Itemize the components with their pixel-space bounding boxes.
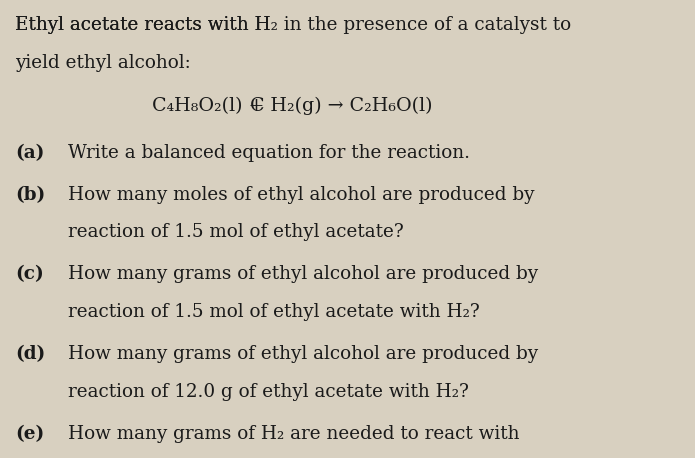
Text: (a): (a) — [15, 144, 44, 162]
Text: C₄H₈O₂(l) + H₂(g) → C₂H₆O(l): C₄H₈O₂(l) + H₂(g) → C₂H₆O(l) — [152, 97, 432, 115]
Text: reaction of 1.5 mol of ethyl acetate with H₂?: reaction of 1.5 mol of ethyl acetate wit… — [68, 303, 480, 321]
Text: yield ethyl alcohol:: yield ethyl alcohol: — [15, 54, 191, 71]
Text: (e): (e) — [15, 425, 44, 442]
Text: How many grams of ethyl alcohol are produced by: How many grams of ethyl alcohol are prod… — [68, 345, 538, 363]
Text: C: C — [250, 97, 265, 115]
Text: reaction of 12.0 g of ethyl acetate with H₂?: reaction of 12.0 g of ethyl acetate with… — [68, 382, 469, 401]
Text: Ethyl acetate reacts with H: Ethyl acetate reacts with H — [15, 16, 271, 34]
Text: How many moles of ethyl alcohol are produced by: How many moles of ethyl alcohol are prod… — [68, 186, 534, 204]
Text: reaction of 1.5 mol of ethyl acetate?: reaction of 1.5 mol of ethyl acetate? — [68, 224, 404, 241]
Text: Ethyl acetate reacts with H₂ in the presence of a catalyst to: Ethyl acetate reacts with H₂ in the pres… — [15, 16, 571, 34]
Text: (b): (b) — [15, 186, 46, 204]
Text: How many grams of ethyl alcohol are produced by: How many grams of ethyl alcohol are prod… — [68, 265, 538, 284]
Text: (d): (d) — [15, 345, 46, 363]
Text: How many grams of H₂ are needed to react with: How many grams of H₂ are needed to react… — [68, 425, 520, 442]
Text: Write a balanced equation for the reaction.: Write a balanced equation for the reacti… — [68, 144, 470, 162]
Text: (c): (c) — [15, 265, 44, 284]
